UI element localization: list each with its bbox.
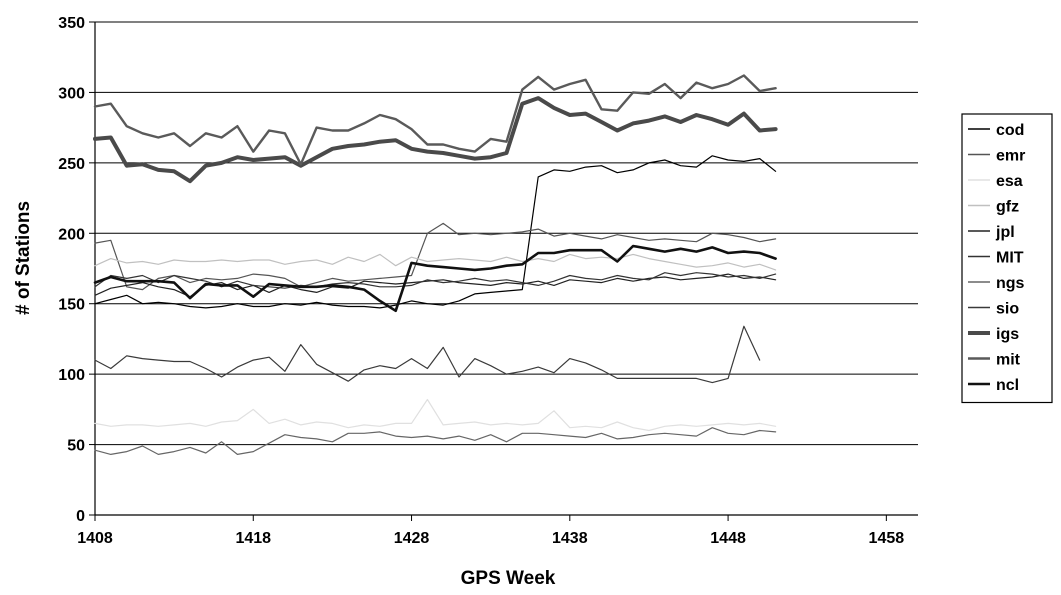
- x-tick-label: 1458: [869, 530, 905, 547]
- y-tick-label: 300: [58, 85, 85, 102]
- legend: cod emr esa gfz jpl MIT ngs sio igs mit ncl: [961, 113, 1053, 404]
- x-tick-label: 1408: [77, 530, 113, 547]
- y-axis-title: # of Stations: [13, 201, 34, 315]
- y-tick-label: 250: [58, 156, 85, 173]
- y-tick-label: 350: [58, 15, 85, 32]
- legend-label-mit: mit: [996, 352, 1021, 369]
- legend-label-cod: cod: [996, 122, 1024, 139]
- legend-label-sio: sio: [996, 301, 1019, 318]
- y-tick-label: 50: [67, 438, 85, 455]
- series-line-sio: [94, 325, 761, 384]
- series-line-igs: [93, 96, 778, 184]
- series-lines: [93, 74, 778, 455]
- series-line-cod: [94, 155, 777, 309]
- y-tick-label: 200: [58, 226, 85, 243]
- tick-labels: 0 50 100 150 200 250 300 350 1408 1418 1428 1438 144…: [58, 15, 904, 547]
- grid-lines: [95, 21, 918, 446]
- legend-label-esa: esa: [996, 173, 1023, 190]
- series-line-mit: [94, 272, 777, 289]
- legend-label-jpl: jpl: [995, 224, 1015, 241]
- y-tick-label: 100: [58, 367, 85, 384]
- x-tick-label: 1418: [235, 530, 271, 547]
- legend-label-gfz: gfz: [996, 199, 1019, 216]
- legend-label-igs: igs: [996, 326, 1019, 343]
- series-line-ngs: [94, 427, 777, 455]
- series-line-emr: [94, 222, 777, 291]
- axes: [89, 21, 918, 521]
- x-tick-label: 1448: [710, 530, 746, 547]
- legend-label-emr: emr: [996, 148, 1025, 165]
- series-line-mit: [93, 74, 777, 166]
- y-tick-label: 150: [58, 297, 85, 314]
- x-axis-title: GPS Week: [461, 568, 556, 589]
- x-tick-label: 1428: [394, 530, 430, 547]
- series-line-gfz: [94, 253, 777, 271]
- legend-label-ncl: ncl: [996, 377, 1019, 394]
- legend-box: [961, 113, 1053, 404]
- legend-label-mit: MIT: [996, 250, 1024, 267]
- series-line-ncl: [93, 244, 777, 313]
- x-tick-label: 1438: [552, 530, 588, 547]
- series-line-esa: [94, 398, 777, 432]
- y-tick-label: 0: [76, 508, 85, 525]
- legend-label-ngs: ngs: [996, 275, 1025, 292]
